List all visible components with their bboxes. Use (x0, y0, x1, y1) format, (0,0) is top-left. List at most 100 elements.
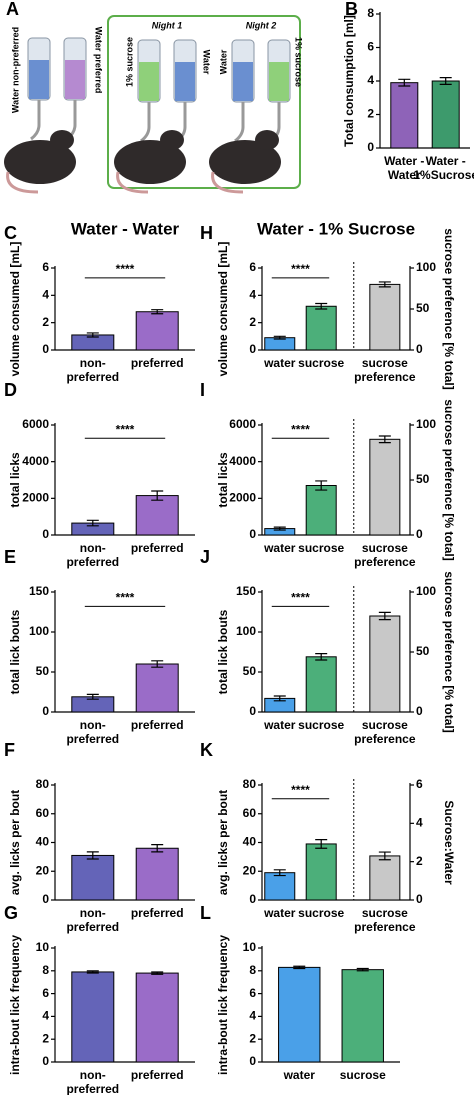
y-tick-label: 100 (236, 624, 256, 638)
x-tick-label: sucrose (362, 541, 408, 555)
x-tick-label: water (263, 718, 296, 732)
x-tick-label: preferred (66, 370, 119, 384)
panel-label: H (200, 223, 213, 243)
bar (135, 847, 179, 901)
y2-tick-label: 4 (416, 816, 423, 830)
error-bar (315, 653, 328, 661)
y-axis-label: total lick bouts (8, 609, 22, 694)
bar (305, 656, 337, 713)
liquids (29, 60, 289, 101)
y-tick-label: 0 (249, 1054, 256, 1068)
x-tick-label: preferred (66, 555, 119, 569)
significance-label: **** (116, 422, 135, 436)
y-axis-label: total licks (216, 452, 230, 508)
bottle-label: Water preferred (94, 27, 104, 94)
y2-axis-label: sucrose preference [% total] (442, 399, 456, 560)
x-tick-label: preferred (131, 1068, 184, 1082)
error-bar (86, 970, 99, 974)
y2-tick-label: 100 (416, 584, 436, 598)
y-tick-label: 80 (36, 777, 50, 791)
panel-label: D (4, 380, 17, 400)
y-tick-label: 0 (42, 1054, 49, 1068)
x-tick-label: preferred (66, 732, 119, 746)
error-bar (273, 869, 286, 877)
panel-label: C (4, 223, 17, 243)
x-tick-label: non- (80, 356, 106, 370)
y-tick-label: 80 (243, 777, 257, 791)
x-tick-label: preference (354, 555, 416, 569)
error-bar (86, 332, 99, 338)
y-tick-label: 6 (42, 986, 49, 1000)
panel-label: K (200, 740, 213, 760)
y-tick-label: 150 (236, 584, 256, 598)
x-tick-label: Water (388, 168, 421, 182)
x-tick-label: sucrose (298, 541, 344, 555)
y2-axis-label: sucrose preference [% total] (442, 228, 456, 389)
y-tick-label: 20 (36, 863, 50, 877)
x-tick-label: sucrose (298, 356, 344, 370)
bar (369, 855, 401, 901)
bar (135, 311, 179, 351)
panel-label: G (4, 903, 18, 923)
y-tick-label: 0 (249, 527, 256, 541)
bottle-label: 1% sucrose (124, 37, 134, 87)
bar (278, 966, 321, 1063)
y-tick-label: 4 (249, 288, 256, 302)
error-bar (293, 965, 306, 970)
x-tick-label: preferred (66, 920, 119, 934)
error-bar (356, 967, 369, 972)
x-tick-label: non- (80, 718, 106, 732)
bar (135, 495, 179, 536)
x-tick-label: water (263, 356, 296, 370)
y2-tick-label: 0 (416, 704, 423, 718)
y2-tick-label: 100 (416, 260, 436, 274)
y-tick-label: 0 (367, 140, 374, 154)
y-tick-label: 6 (249, 986, 256, 1000)
panel-label: I (200, 380, 205, 400)
y-tick-label: 4 (42, 288, 49, 302)
significance-label: **** (116, 262, 135, 276)
y2-axis-label: Sucrose:Water (442, 800, 456, 885)
y-tick-label: 8 (249, 963, 256, 977)
x-tick-label: Water - (384, 154, 424, 168)
x-tick-label: non- (80, 906, 106, 920)
y-tick-label: 4 (42, 1009, 49, 1023)
panel-label: L (200, 903, 211, 923)
x-tick-label: non- (80, 1068, 106, 1082)
y-tick-label: 60 (36, 806, 50, 820)
mice (4, 130, 281, 184)
x-tick-label: non- (80, 541, 106, 555)
y-tick-label: 4000 (229, 454, 256, 468)
y-tick-label: 2 (42, 315, 49, 329)
y-tick-label: 2000 (22, 491, 49, 505)
y-tick-label: 2 (249, 315, 256, 329)
y-tick-label: 40 (243, 835, 257, 849)
y-axis-label: Total consumption [ml] (342, 15, 356, 147)
significance-label: **** (291, 262, 310, 276)
y-axis-label: volume consumed [mL] (216, 242, 230, 377)
y-tick-label: 6 (367, 40, 374, 54)
error-bar (273, 695, 286, 702)
y-axis-label: avg. licks per bout (8, 790, 22, 895)
bar (71, 854, 115, 901)
y-axis-label: total lick bouts (216, 609, 230, 694)
y-tick-label: 0 (42, 342, 49, 356)
error-bar (273, 526, 286, 531)
error-bar (315, 480, 328, 491)
y-tick-label: 2000 (229, 491, 256, 505)
x-tick-label: water (263, 541, 296, 555)
x-tick-label: preferred (66, 1082, 119, 1095)
panel-label: F (4, 740, 15, 760)
error-bar (378, 281, 391, 288)
significance-label: **** (291, 422, 310, 436)
bar (369, 438, 401, 536)
error-bar (86, 693, 99, 700)
night-box (107, 15, 301, 189)
y-tick-label: 4000 (22, 454, 49, 468)
y-tick-label: 2 (42, 1031, 49, 1045)
error-bar (86, 851, 99, 860)
bar (369, 283, 401, 351)
y-tick-label: 6000 (229, 417, 256, 431)
y-tick-label: 150 (29, 584, 49, 598)
